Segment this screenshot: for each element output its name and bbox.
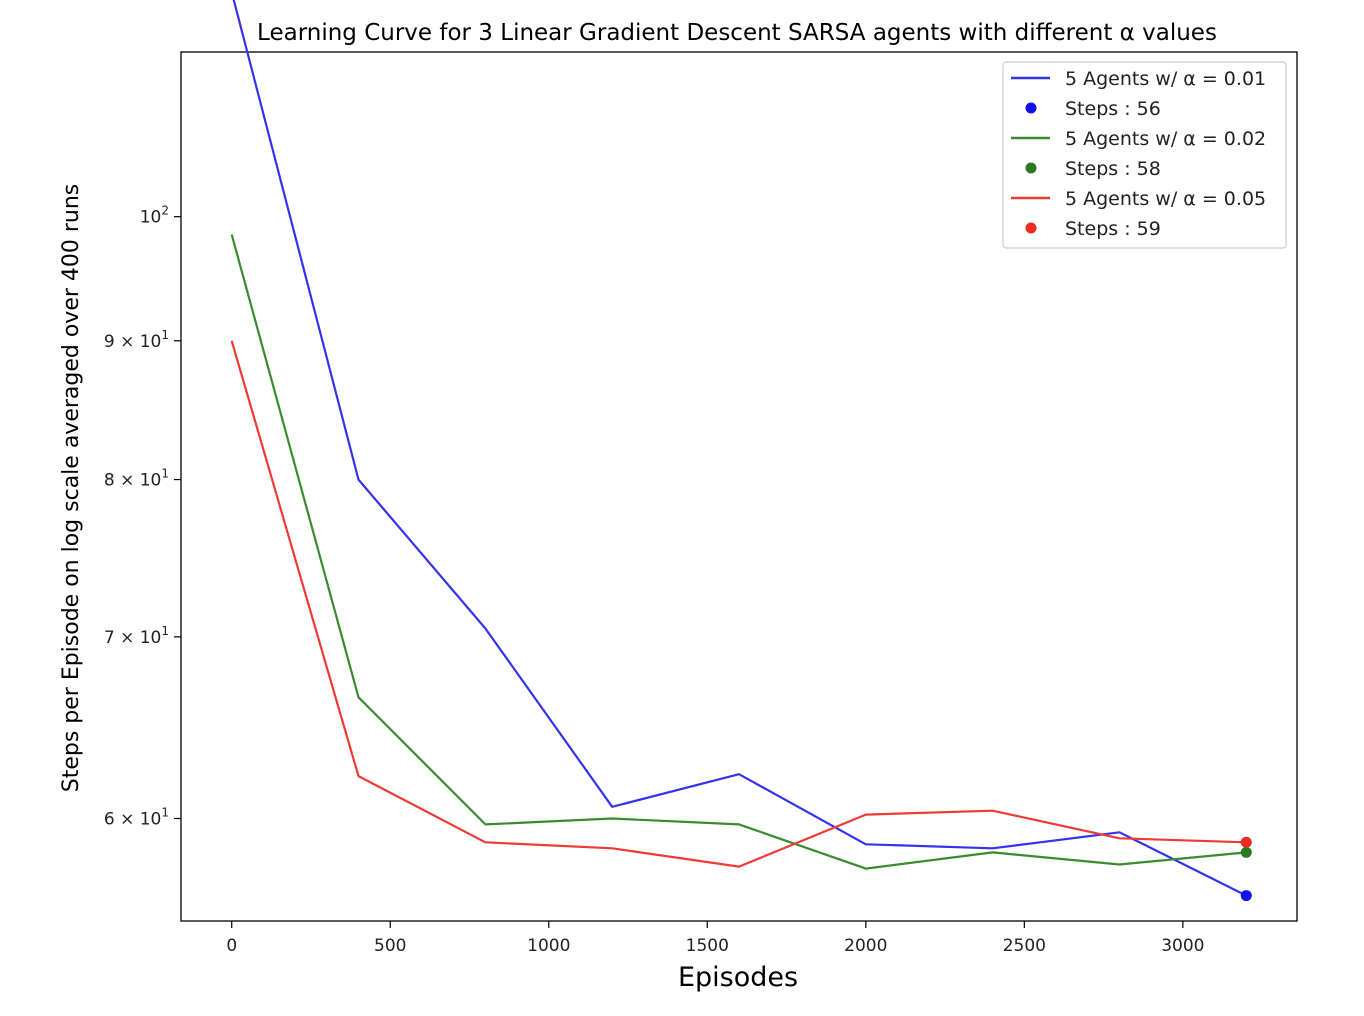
series-line-1 <box>232 0 1247 897</box>
legend-box <box>1002 61 1287 249</box>
legend-steps-label-2: Steps : 58 <box>1065 158 1161 180</box>
legend-series-name-2: 5 Agents w/ α = 0.02 <box>1065 128 1266 150</box>
y-axis-ticks: 6 × 101 7 × 101 8 × 101 9 × 101 102 <box>104 204 181 829</box>
x-tick-label: 500 <box>374 936 406 956</box>
y-tick-label: 6 × 101 <box>104 805 169 829</box>
series-line-2 <box>230 234 1247 870</box>
y-tick-label: 8 × 101 <box>104 467 169 491</box>
legend-series-name-3: 5 Agents w/ α = 0.05 <box>1065 188 1266 210</box>
x-axis-ticks: 0 500 1000 1500 2000 2500 3000 <box>226 921 1204 956</box>
series-layer <box>230 0 1252 902</box>
legend-dot-swatch-2 <box>1025 162 1037 174</box>
legend-dot-swatch-1 <box>1025 102 1037 114</box>
final-point-1 <box>1240 890 1252 902</box>
y-axis-label: Steps per Episode on log scale averaged … <box>59 184 84 793</box>
x-tick-label: 3000 <box>1161 936 1204 956</box>
x-tick-label: 1500 <box>686 936 729 956</box>
chart-title: Learning Curve for 3 Linear Gradient Des… <box>257 20 1217 46</box>
x-tick-label: 1000 <box>527 936 570 956</box>
final-point-2 <box>1240 846 1252 858</box>
legend-steps-label-3: Steps : 59 <box>1065 218 1161 240</box>
x-tick-label: 2000 <box>844 936 887 956</box>
x-axis-label: Episodes <box>678 962 798 993</box>
x-tick-label: 0 <box>226 936 237 956</box>
x-tick-label: 2500 <box>1003 936 1046 956</box>
final-point-3 <box>1240 836 1252 848</box>
y-tick-label: 102 <box>140 204 169 228</box>
legend-steps-label-1: Steps : 56 <box>1065 98 1161 120</box>
legend-dot-swatch-3 <box>1025 222 1037 234</box>
legend: 5 Agents w/ α = 0.01 Steps : 56 5 Agents w… <box>1002 61 1287 249</box>
legend-series-name-1: 5 Agents w/ α = 0.01 <box>1065 68 1266 90</box>
series-line-3 <box>230 340 1247 868</box>
y-tick-label: 7 × 101 <box>104 624 169 648</box>
y-tick-label: 9 × 101 <box>104 328 169 352</box>
